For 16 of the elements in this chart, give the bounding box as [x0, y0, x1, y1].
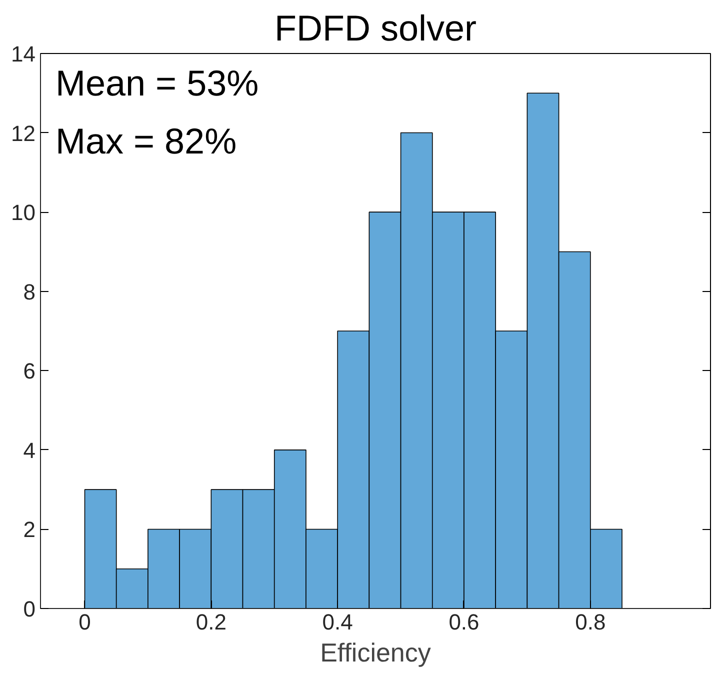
x-tick-label: 0.2 — [196, 610, 226, 634]
y-tick-label: 10 — [11, 200, 36, 226]
x-axis-title: Efficiency — [320, 638, 431, 668]
x-tick-label: 0.8 — [575, 610, 606, 634]
y-tick-label: 12 — [11, 120, 36, 146]
y-tick-label: 8 — [23, 279, 36, 304]
y-tick-label: 6 — [23, 358, 36, 384]
y-tick-label: 4 — [23, 438, 36, 463]
x-tick-label: 0.4 — [322, 610, 353, 634]
y-tick-label: 2 — [23, 517, 36, 542]
y-tick-label: 14 — [11, 42, 36, 66]
annotation: Max = 82% — [56, 120, 237, 162]
x-tick-label: 0.6 — [448, 610, 480, 634]
x-tick-label: 0 — [78, 610, 91, 634]
chart-title: FDFD solver — [274, 8, 477, 48]
annotation: Mean = 53% — [56, 62, 259, 104]
